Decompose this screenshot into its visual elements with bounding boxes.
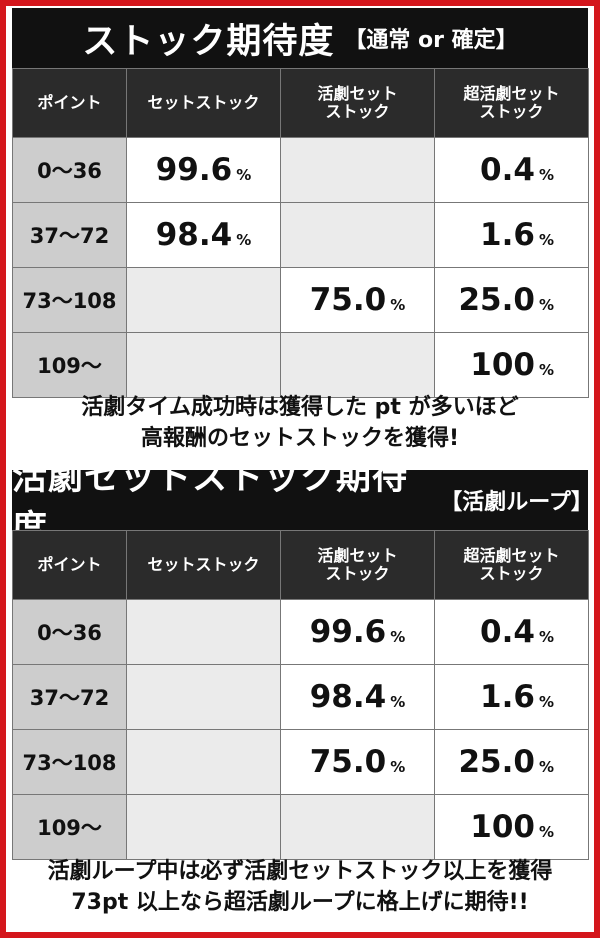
percentage-value: 25.0 bbox=[458, 282, 535, 318]
katsugeki-set-stock-cell: 98.4% bbox=[280, 664, 435, 730]
table-row: 37〜72 98.4% 1.6% bbox=[12, 664, 589, 730]
header-set-stock: セットストック bbox=[126, 530, 281, 600]
section2-subtitle: 【活劇ループ】 bbox=[440, 490, 593, 515]
point-range-cell: 109〜 bbox=[12, 332, 127, 398]
set-stock-cell bbox=[126, 794, 281, 860]
table-row: 109〜 100% bbox=[12, 794, 589, 860]
set-stock-cell bbox=[126, 332, 281, 398]
super-katsugeki-set-stock-cell: 25.0% bbox=[434, 729, 589, 795]
header-row: ポイント セットストック 活劇セット ストック 超活劇セット ストック bbox=[12, 68, 589, 138]
percentage-value: 99.6 bbox=[155, 152, 233, 188]
header-katsugeki-set-stock: 活劇セット ストック bbox=[280, 68, 435, 138]
super-katsugeki-set-stock-cell: 1.6% bbox=[434, 202, 589, 268]
percent-unit: % bbox=[538, 758, 554, 776]
header-super-katsugeki-set-stock: 超活劇セット ストック bbox=[434, 530, 589, 600]
section2-table: ポイント セットストック 活劇セット ストック 超活劇セット ストック 0〜36 99.6%… bbox=[12, 530, 589, 860]
percent-unit: % bbox=[390, 628, 406, 646]
table-row: 73〜108 75.0% 25.0% bbox=[12, 729, 589, 795]
percent-unit: % bbox=[538, 296, 554, 314]
section1-note-line1: 活劇タイム成功時は獲得した pt が多いほど bbox=[81, 395, 519, 420]
section1-table: ポイント セットストック 活劇セット ストック 超活劇セット ストック 0〜36 99.6%… bbox=[12, 68, 589, 398]
section2-title: 活劇セットストック期待度 bbox=[12, 458, 409, 549]
percentage-value: 1.6 bbox=[480, 217, 535, 253]
super-katsugeki-set-stock-cell: 1.6% bbox=[434, 664, 589, 730]
percentage-value: 100 bbox=[470, 347, 535, 383]
percent-unit: % bbox=[236, 166, 252, 184]
table-row: 0〜36 99.6% 0.4% bbox=[12, 599, 589, 665]
section1-title-bar: ストック期待度 【通常 or 確定】 bbox=[12, 8, 588, 68]
percent-unit: % bbox=[390, 693, 406, 711]
table-row: 0〜36 99.6% 0.4% bbox=[12, 137, 589, 203]
header-row: ポイント セットストック 活劇セット ストック 超活劇セット ストック bbox=[12, 530, 589, 600]
set-stock-cell bbox=[126, 599, 281, 665]
header-katsugeki-set-stock: 活劇セット ストック bbox=[280, 530, 435, 600]
section2-note-line2: 73pt 以上なら超活劇ループに格上げに期待!! bbox=[71, 890, 529, 915]
super-katsugeki-set-stock-cell: 25.0% bbox=[434, 267, 589, 333]
point-range-cell: 73〜108 bbox=[12, 729, 127, 795]
section1-subtitle: 【通常 or 確定】 bbox=[344, 28, 518, 53]
section1-title: ストック期待度 bbox=[82, 21, 335, 62]
percent-unit: % bbox=[538, 628, 554, 646]
point-range-cell: 37〜72 bbox=[12, 202, 127, 268]
set-stock-cell bbox=[126, 267, 281, 333]
percentage-value: 75.0 bbox=[309, 282, 387, 318]
set-stock-cell: 99.6% bbox=[126, 137, 281, 203]
point-range-cell: 0〜36 bbox=[12, 137, 127, 203]
katsugeki-set-stock-cell bbox=[280, 202, 435, 268]
percent-unit: % bbox=[538, 361, 554, 379]
section2-title-bar: 活劇セットストック期待度 【活劇ループ】 bbox=[12, 458, 593, 549]
percent-unit: % bbox=[538, 823, 554, 841]
point-range-cell: 37〜72 bbox=[12, 664, 127, 730]
super-katsugeki-set-stock-cell: 0.4% bbox=[434, 599, 589, 665]
percentage-value: 100 bbox=[470, 809, 535, 845]
percent-unit: % bbox=[390, 296, 406, 314]
percent-unit: % bbox=[236, 231, 252, 249]
katsugeki-set-stock-cell: 75.0% bbox=[280, 267, 435, 333]
percentage-value: 98.4 bbox=[309, 679, 387, 715]
set-stock-cell: 98.4% bbox=[126, 202, 281, 268]
header-point: ポイント bbox=[12, 68, 127, 138]
point-range-cell: 0〜36 bbox=[12, 599, 127, 665]
percentage-value: 1.6 bbox=[480, 679, 535, 715]
katsugeki-set-stock-cell bbox=[280, 137, 435, 203]
set-stock-cell bbox=[126, 664, 281, 730]
set-stock-cell bbox=[126, 729, 281, 795]
section2-note-line1: 活劇ループ中は必ず活劇セットストック以上を獲得 bbox=[47, 859, 553, 884]
point-range-cell: 109〜 bbox=[12, 794, 127, 860]
table-row: 37〜72 98.4% 1.6% bbox=[12, 202, 589, 268]
percent-unit: % bbox=[390, 758, 406, 776]
katsugeki-set-stock-cell bbox=[280, 332, 435, 398]
percentage-value: 98.4 bbox=[155, 217, 233, 253]
percent-unit: % bbox=[538, 231, 554, 249]
header-super-katsugeki-set-stock: 超活劇セット ストック bbox=[434, 68, 589, 138]
percentage-value: 99.6 bbox=[309, 614, 387, 650]
katsugeki-set-stock-cell: 75.0% bbox=[280, 729, 435, 795]
super-katsugeki-set-stock-cell: 100% bbox=[434, 332, 589, 398]
section1-note-line2: 高報酬のセットストックを獲得! bbox=[140, 426, 460, 451]
super-katsugeki-set-stock-cell: 0.4% bbox=[434, 137, 589, 203]
point-range-cell: 73〜108 bbox=[12, 267, 127, 333]
section2-note: 活劇ループ中は必ず活劇セットストック以上を獲得 73pt 以上なら超活劇ループに… bbox=[12, 856, 588, 918]
percentage-value: 25.0 bbox=[458, 744, 535, 780]
katsugeki-set-stock-cell bbox=[280, 794, 435, 860]
header-point: ポイント bbox=[12, 530, 127, 600]
table-row: 73〜108 75.0% 25.0% bbox=[12, 267, 589, 333]
percentage-value: 0.4 bbox=[480, 152, 535, 188]
percentage-value: 75.0 bbox=[309, 744, 387, 780]
katsugeki-set-stock-cell: 99.6% bbox=[280, 599, 435, 665]
table-row: 109〜 100% bbox=[12, 332, 589, 398]
section1-note: 活劇タイム成功時は獲得した pt が多いほど 高報酬のセットストックを獲得! bbox=[12, 392, 588, 454]
header-set-stock: セットストック bbox=[126, 68, 281, 138]
super-katsugeki-set-stock-cell: 100% bbox=[434, 794, 589, 860]
percent-unit: % bbox=[538, 166, 554, 184]
percent-unit: % bbox=[538, 693, 554, 711]
percentage-value: 0.4 bbox=[480, 614, 535, 650]
